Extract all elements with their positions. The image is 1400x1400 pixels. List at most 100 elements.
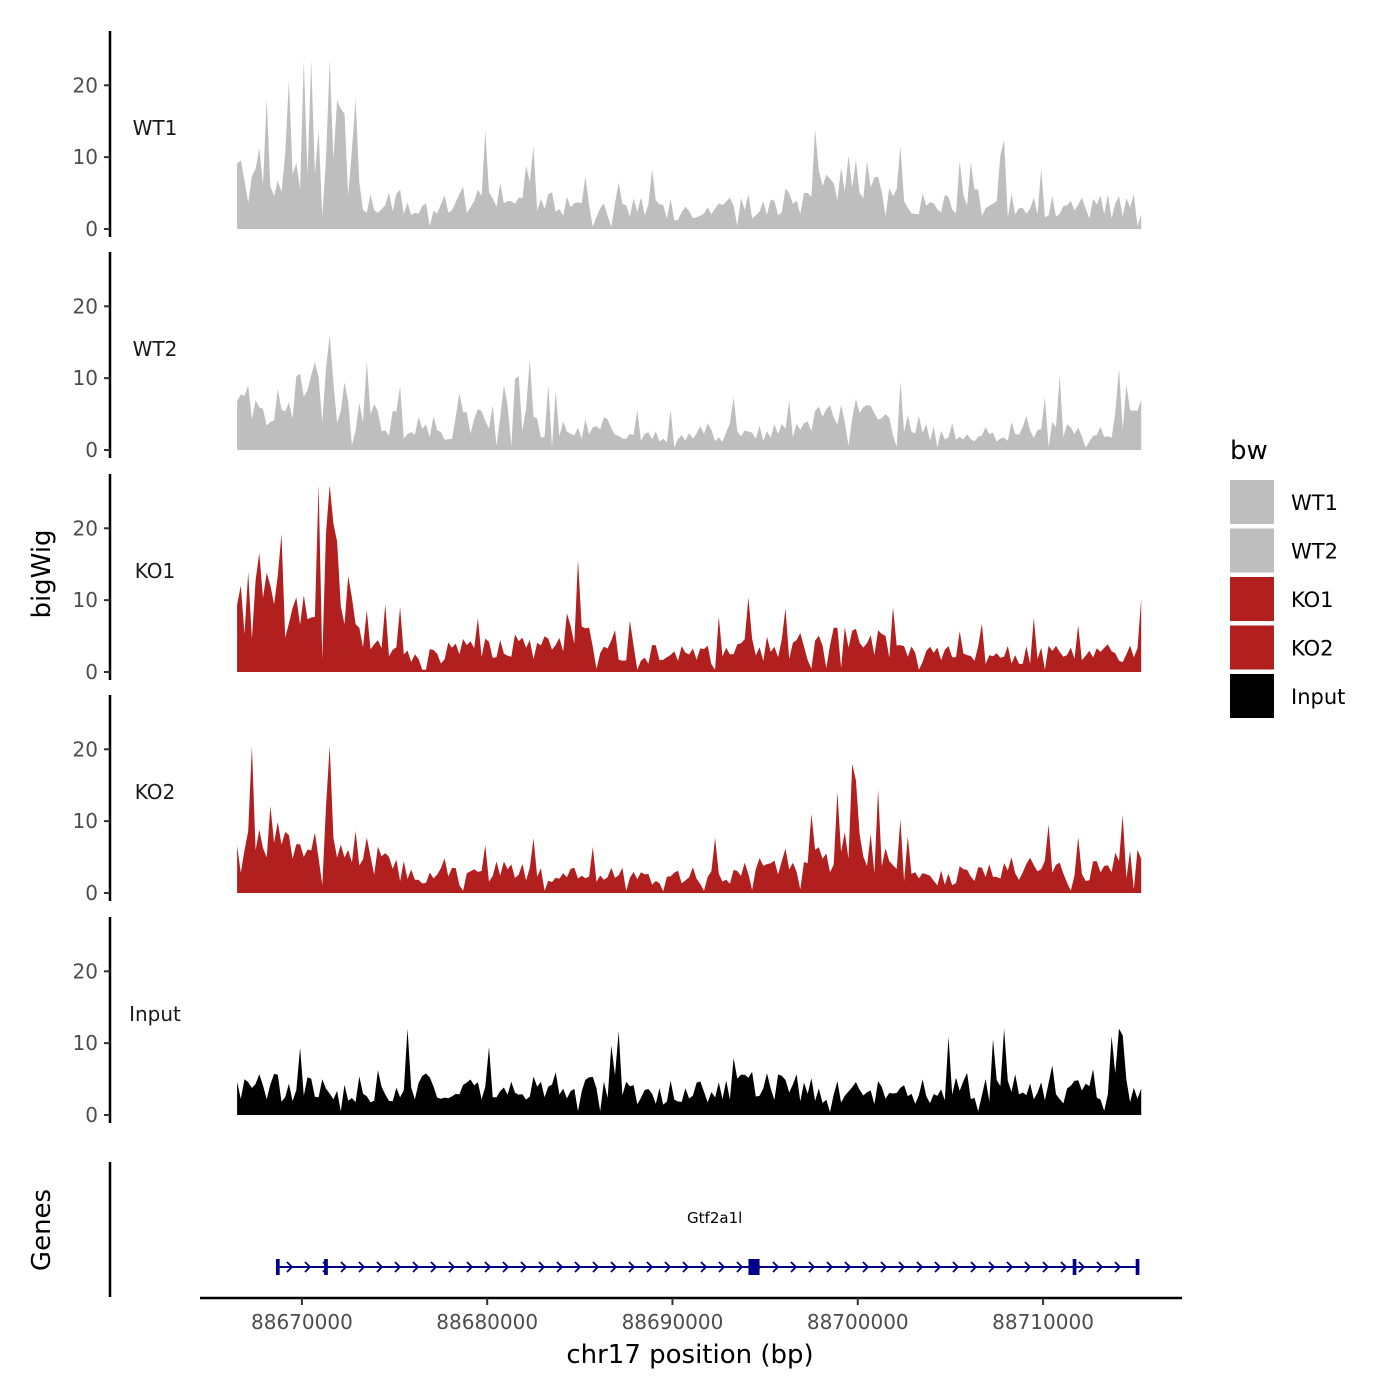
gene-exon xyxy=(324,1259,328,1275)
y-tick-label: 10 xyxy=(73,366,98,390)
strand-arrow xyxy=(880,1261,888,1273)
strand-arrow xyxy=(574,1261,582,1273)
track-label-input: Input xyxy=(129,1002,181,1026)
strand-arrow xyxy=(898,1261,906,1273)
strand-arrow xyxy=(952,1261,960,1273)
genes-label: Genes xyxy=(27,1189,57,1271)
signal-area-wt1 xyxy=(237,60,1142,229)
track-ko1: 0 10 20 KO1 xyxy=(73,474,1142,684)
legend: bw WT1 WT2 KO1 KO2 Input xyxy=(1230,436,1345,718)
gene-gtf2a1l: Gtf2a1l xyxy=(275,1209,1140,1275)
strand-arrow xyxy=(700,1261,708,1273)
strand-arrow xyxy=(682,1261,690,1273)
strand-arrow xyxy=(772,1261,780,1273)
x-tick-label: 88680000 xyxy=(436,1310,538,1334)
strand-arrow xyxy=(466,1261,474,1273)
strand-arrow xyxy=(1096,1261,1104,1273)
track-wt2: 0 10 20 WT2 xyxy=(73,252,1142,462)
strand-arrow xyxy=(394,1261,402,1273)
strand-arrow xyxy=(844,1261,852,1273)
strand-arrow xyxy=(826,1261,834,1273)
legend-swatch-ko1 xyxy=(1230,577,1274,621)
strand-arrow xyxy=(1078,1261,1086,1273)
strand-arrow xyxy=(934,1261,942,1273)
legend-swatch-wt1 xyxy=(1230,480,1274,524)
strand-arrow xyxy=(304,1261,312,1273)
strand-arrow xyxy=(502,1261,510,1273)
strand-arrow xyxy=(412,1261,420,1273)
strand-arrow xyxy=(790,1261,798,1273)
strand-arrow xyxy=(664,1261,672,1273)
track-label-ko2: KO2 xyxy=(135,780,176,804)
gene-exon xyxy=(275,1259,280,1275)
strand-arrow xyxy=(448,1261,456,1273)
x-axis: chr17 position (bp) 88670000 88680000 8869… xyxy=(200,1296,1182,1370)
y-tick-label: 10 xyxy=(73,588,98,612)
strand-arrow xyxy=(538,1261,546,1273)
y-tick-label: 20 xyxy=(73,73,98,97)
strand-arrow xyxy=(340,1261,348,1273)
y-axis-title: bigWig xyxy=(27,529,57,618)
strand-arrow xyxy=(1114,1261,1122,1273)
strand-arrow xyxy=(610,1261,618,1273)
track-label-wt2: WT2 xyxy=(133,337,178,361)
strand-arrow xyxy=(970,1261,978,1273)
gene-exon xyxy=(1072,1259,1077,1275)
legend-swatch-input xyxy=(1230,674,1274,718)
strand-arrow xyxy=(1006,1261,1014,1273)
y-tick-label: 0 xyxy=(85,660,98,684)
strand-arrow xyxy=(484,1261,492,1273)
legend-title: bw xyxy=(1230,436,1268,466)
y-tick-label: 20 xyxy=(73,959,98,983)
y-tick-label: 10 xyxy=(73,145,98,169)
x-axis-title: chr17 position (bp) xyxy=(566,1340,813,1370)
legend-swatch-wt2 xyxy=(1230,528,1274,573)
track-label-wt1: WT1 xyxy=(133,116,178,140)
strand-arrow xyxy=(592,1261,600,1273)
signal-area-ko2 xyxy=(237,745,1142,893)
y-tick-label: 20 xyxy=(73,737,98,761)
strand-arrow xyxy=(376,1261,384,1273)
strand-arrow xyxy=(1060,1261,1068,1273)
legend-label-wt2: WT2 xyxy=(1291,540,1338,564)
strand-arrow xyxy=(736,1261,744,1273)
signal-area-input xyxy=(237,1028,1142,1115)
x-tick-label: 88690000 xyxy=(622,1310,724,1334)
gene-exon xyxy=(748,1259,760,1275)
signal-area-ko1 xyxy=(237,485,1142,672)
signal-area-wt2 xyxy=(237,335,1142,450)
strand-arrow xyxy=(358,1261,366,1273)
strand-arrow xyxy=(556,1261,564,1273)
track-input: 0 10 20 Input xyxy=(73,917,1142,1127)
gene-exon xyxy=(1135,1259,1140,1275)
x-tick-label: 88670000 xyxy=(251,1310,353,1334)
y-tick-label: 0 xyxy=(85,217,98,241)
y-tick-label: 10 xyxy=(73,1031,98,1055)
genes-layer: Genes Gtf2a1l xyxy=(27,1162,1140,1297)
track-wt1: 0 10 20 WT1 xyxy=(73,31,1142,241)
legend-label-wt1: WT1 xyxy=(1291,491,1338,515)
x-tick-label: 88700000 xyxy=(807,1310,909,1334)
strand-arrow xyxy=(520,1261,528,1273)
strand-arrow xyxy=(916,1261,924,1273)
strand-arrow xyxy=(646,1261,654,1273)
y-tick-label: 0 xyxy=(85,881,98,905)
track-ko2: 0 10 20 KO2 xyxy=(73,695,1142,905)
y-tick-label: 20 xyxy=(73,294,98,318)
y-tick-label: 20 xyxy=(73,516,98,540)
strand-arrow xyxy=(286,1261,294,1273)
tracks-layer: 0 10 20 WT1 0 10 20 WT2 0 10 20 KO1 0 10 20 KO2 0 10 20 Inp… xyxy=(73,31,1142,1127)
strand-arrow xyxy=(988,1261,996,1273)
strand-arrow xyxy=(628,1261,636,1273)
gene-label: Gtf2a1l xyxy=(687,1209,742,1227)
legend-label-input: Input xyxy=(1291,685,1345,709)
strand-arrow xyxy=(1024,1261,1032,1273)
x-tick-label: 88710000 xyxy=(992,1310,1094,1334)
strand-arrow xyxy=(430,1261,438,1273)
strand-arrow xyxy=(862,1261,870,1273)
legend-label-ko1: KO1 xyxy=(1291,588,1334,612)
strand-arrow xyxy=(718,1261,726,1273)
y-tick-label: 0 xyxy=(85,438,98,462)
strand-arrow xyxy=(808,1261,816,1273)
